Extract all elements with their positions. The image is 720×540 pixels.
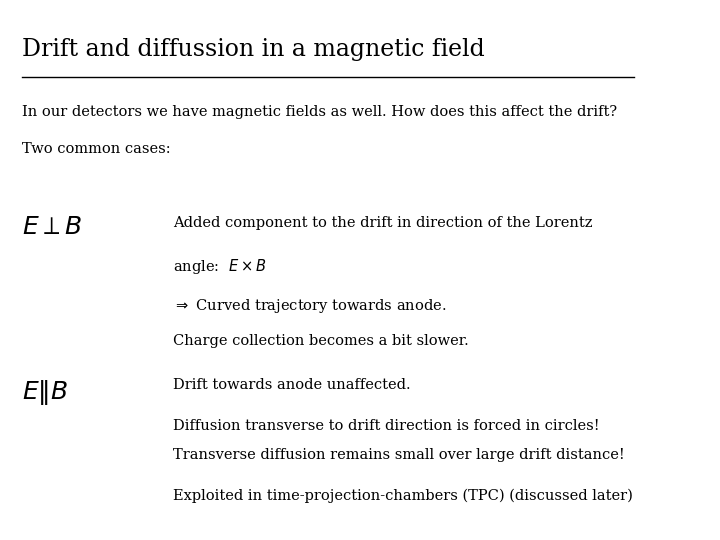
- Text: Drift and diffussion in a magnetic field: Drift and diffussion in a magnetic field: [22, 38, 485, 61]
- Text: Diffusion transverse to drift direction is forced in circles!: Diffusion transverse to drift direction …: [173, 418, 600, 433]
- Text: In our detectors we have magnetic fields as well. How does this affect the drift: In our detectors we have magnetic fields…: [22, 105, 617, 119]
- Text: $E \| B$: $E \| B$: [22, 378, 68, 407]
- Text: angle:  $E \times B$: angle: $E \times B$: [173, 256, 266, 275]
- Text: Drift towards anode unaffected.: Drift towards anode unaffected.: [173, 378, 410, 392]
- Text: Charge collection becomes a bit slower.: Charge collection becomes a bit slower.: [173, 334, 469, 348]
- Text: Transverse diffusion remains small over large drift distance!: Transverse diffusion remains small over …: [173, 448, 624, 462]
- Text: Exploited in time-projection-chambers (TPC) (discussed later): Exploited in time-projection-chambers (T…: [173, 489, 633, 503]
- Text: Two common cases:: Two common cases:: [22, 142, 170, 156]
- Text: $E \perp B$: $E \perp B$: [22, 216, 82, 239]
- Text: Added component to the drift in direction of the Lorentz: Added component to the drift in directio…: [173, 216, 593, 230]
- Text: $\Rightarrow$ Curved trajectory towards anode.: $\Rightarrow$ Curved trajectory towards …: [173, 297, 446, 315]
